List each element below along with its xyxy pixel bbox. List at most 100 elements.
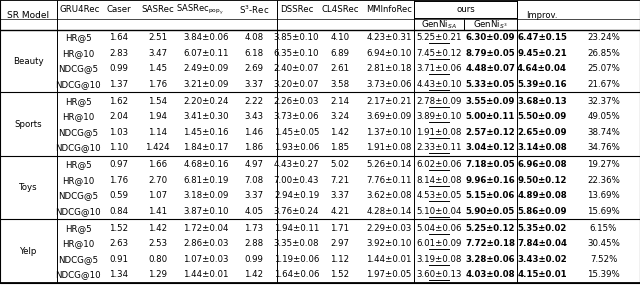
- Text: 4.10: 4.10: [330, 33, 349, 42]
- Text: 2.81±0.18: 2.81±0.18: [366, 64, 412, 73]
- Text: NDCG@5: NDCG@5: [58, 255, 98, 264]
- Text: HR@5: HR@5: [65, 224, 92, 233]
- Text: 7.18±0.05: 7.18±0.05: [466, 160, 515, 169]
- Text: 1.64±0.06: 1.64±0.06: [274, 270, 319, 279]
- Text: 6.15%: 6.15%: [590, 224, 617, 233]
- Text: Sports: Sports: [15, 120, 42, 129]
- Text: 4.48±0.07: 4.48±0.07: [465, 64, 515, 73]
- Text: 1.07±0.03: 1.07±0.03: [183, 255, 228, 264]
- Text: 6.18: 6.18: [244, 49, 264, 58]
- Text: ours: ours: [456, 5, 475, 14]
- Text: 1.72±0.04: 1.72±0.04: [183, 224, 228, 233]
- Text: 5.02: 5.02: [330, 160, 349, 169]
- Text: 1.42: 1.42: [244, 270, 264, 279]
- Text: 6.89: 6.89: [330, 49, 349, 58]
- Text: 2.57±0.12: 2.57±0.12: [466, 128, 515, 137]
- Text: 0.84: 0.84: [109, 207, 128, 216]
- Text: 3.37: 3.37: [330, 191, 349, 200]
- Text: 5.26±0.14: 5.26±0.14: [366, 160, 412, 169]
- Text: 4.43±0.27: 4.43±0.27: [274, 160, 319, 169]
- Text: 1.62: 1.62: [109, 97, 128, 106]
- Text: 25.07%: 25.07%: [587, 64, 620, 73]
- Text: 5.25±0.21: 5.25±0.21: [416, 33, 461, 42]
- Text: 5.15±0.06: 5.15±0.06: [466, 191, 515, 200]
- Text: NDCG@5: NDCG@5: [58, 128, 98, 137]
- Text: 3.35±0.08: 3.35±0.08: [274, 239, 319, 248]
- Text: 2.22: 2.22: [244, 97, 264, 106]
- Text: 2.61: 2.61: [330, 64, 349, 73]
- Text: NDCG@5: NDCG@5: [58, 191, 98, 200]
- Text: 0.97: 0.97: [109, 160, 128, 169]
- Text: 1.07: 1.07: [148, 191, 167, 200]
- Text: HR@10: HR@10: [62, 239, 94, 248]
- Text: SASRec$_{\mathrm{pop}_\gamma}$: SASRec$_{\mathrm{pop}_\gamma}$: [176, 2, 224, 17]
- Text: 23.24%: 23.24%: [587, 33, 620, 42]
- Text: 1.97±0.05: 1.97±0.05: [366, 270, 412, 279]
- Text: 4.97: 4.97: [244, 160, 264, 169]
- Text: 3.18±0.09: 3.18±0.09: [183, 191, 228, 200]
- Text: 1.71: 1.71: [330, 224, 349, 233]
- Text: 1.91±0.08: 1.91±0.08: [366, 143, 412, 152]
- Text: 49.05%: 49.05%: [587, 112, 620, 121]
- Text: MMInfoRec: MMInfoRec: [366, 5, 412, 14]
- Text: 2.94±0.19: 2.94±0.19: [274, 191, 319, 200]
- Text: 1.34: 1.34: [109, 270, 128, 279]
- Text: 1.94±0.11: 1.94±0.11: [274, 224, 319, 233]
- Text: 2.49±0.09: 2.49±0.09: [184, 64, 228, 73]
- Text: 3.69±0.09: 3.69±0.09: [366, 112, 412, 121]
- Text: 6.35±0.10: 6.35±0.10: [274, 49, 319, 58]
- Text: 3.14±0.08: 3.14±0.08: [517, 143, 567, 152]
- Text: 3.92±0.10: 3.92±0.10: [366, 239, 412, 248]
- Text: 1.14: 1.14: [148, 128, 167, 137]
- Text: HR@10: HR@10: [62, 176, 94, 185]
- Text: 4.28±0.14: 4.28±0.14: [366, 207, 412, 216]
- Text: 3.19±0.08: 3.19±0.08: [416, 255, 461, 264]
- Text: 5.86±0.09: 5.86±0.09: [517, 207, 567, 216]
- Text: 3.73±0.06: 3.73±0.06: [274, 112, 319, 121]
- Text: 9.96±0.16: 9.96±0.16: [466, 176, 515, 185]
- Text: 3.04±0.12: 3.04±0.12: [466, 143, 515, 152]
- Text: 13.69%: 13.69%: [587, 191, 620, 200]
- Text: Beauty: Beauty: [13, 57, 44, 65]
- Text: 4.43±0.10: 4.43±0.10: [416, 80, 461, 89]
- Text: 6.07±0.11: 6.07±0.11: [183, 49, 228, 58]
- Text: 1.46: 1.46: [244, 128, 264, 137]
- Text: NDCG@10: NDCG@10: [55, 143, 101, 152]
- Text: 1.03: 1.03: [109, 128, 128, 137]
- Text: SR Model: SR Model: [8, 11, 49, 20]
- Text: 4.64±0.04: 4.64±0.04: [517, 64, 567, 73]
- Text: 1.52: 1.52: [330, 270, 349, 279]
- Text: HR@5: HR@5: [65, 33, 92, 42]
- Text: 2.20±0.24: 2.20±0.24: [183, 97, 228, 106]
- Text: 2.63: 2.63: [109, 239, 128, 248]
- Text: 0.99: 0.99: [244, 255, 264, 264]
- Text: 5.90±0.05: 5.90±0.05: [466, 207, 515, 216]
- Text: 1.42: 1.42: [148, 224, 167, 233]
- Text: 19.27%: 19.27%: [587, 160, 620, 169]
- Text: GRU4Rec: GRU4Rec: [60, 5, 100, 14]
- Text: 5.00±0.11: 5.00±0.11: [466, 112, 515, 121]
- Text: 4.23±0.31: 4.23±0.31: [366, 33, 412, 42]
- Text: 7.45±0.12: 7.45±0.12: [416, 49, 461, 58]
- Text: HR@5: HR@5: [65, 160, 92, 169]
- Text: 4.53±0.05: 4.53±0.05: [416, 191, 461, 200]
- Text: 5.35±0.02: 5.35±0.02: [517, 224, 566, 233]
- Text: 1.94: 1.94: [148, 112, 167, 121]
- Text: 7.21: 7.21: [330, 176, 349, 185]
- Text: 5.25±0.12: 5.25±0.12: [466, 224, 515, 233]
- Text: 3.37: 3.37: [244, 80, 264, 89]
- Bar: [414, 1, 517, 18]
- Text: 15.39%: 15.39%: [587, 270, 620, 279]
- Text: 3.43±0.02: 3.43±0.02: [517, 255, 567, 264]
- Text: 2.65±0.09: 2.65±0.09: [517, 128, 567, 137]
- Text: 3.71±0.06: 3.71±0.06: [416, 64, 461, 73]
- Text: 4.15±0.01: 4.15±0.01: [517, 270, 567, 279]
- Text: 5.33±0.05: 5.33±0.05: [466, 80, 515, 89]
- Text: 30.45%: 30.45%: [587, 239, 620, 248]
- Text: 8.79±0.05: 8.79±0.05: [466, 49, 515, 58]
- Text: 0.59: 0.59: [109, 191, 128, 200]
- Text: 4.03±0.08: 4.03±0.08: [466, 270, 515, 279]
- Text: 2.51: 2.51: [148, 33, 167, 42]
- Text: 2.86±0.03: 2.86±0.03: [183, 239, 228, 248]
- Text: 1.37±0.10: 1.37±0.10: [366, 128, 412, 137]
